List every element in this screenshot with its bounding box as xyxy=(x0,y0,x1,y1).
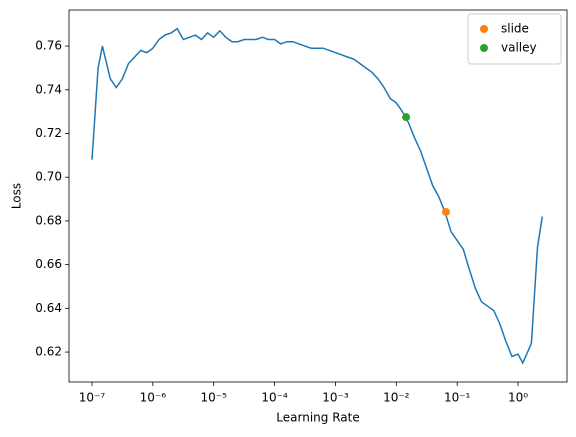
x-tick-label: 10⁻⁵ xyxy=(201,391,228,405)
x-tick-label: 10⁻¹ xyxy=(444,391,471,405)
plot-frame xyxy=(68,9,568,383)
y-tick-label: 0.76 xyxy=(35,39,62,53)
y-tick-label: 0.74 xyxy=(35,82,62,96)
x-tick-label: 10⁰ xyxy=(508,391,528,405)
x-tick-label: 10⁻² xyxy=(383,391,410,405)
x-tick-label: 10⁻⁶ xyxy=(140,391,167,405)
marker xyxy=(402,113,411,122)
legend-marker xyxy=(480,44,488,52)
legend-box xyxy=(467,13,562,65)
legend-label: valley xyxy=(501,41,537,55)
y-axis-label: Loss xyxy=(10,183,24,209)
y-tick-label: 0.62 xyxy=(35,345,62,359)
y-tick-label: 0.66 xyxy=(35,257,62,271)
x-tick-label: 10⁻³ xyxy=(322,391,349,405)
legend-marker xyxy=(480,25,488,33)
marker xyxy=(442,207,451,216)
loss-line xyxy=(91,27,544,365)
x-axis-label: Learning Rate xyxy=(276,411,359,425)
x-tick-label: 10⁻⁷ xyxy=(79,391,106,405)
y-tick-label: 0.64 xyxy=(35,301,62,315)
legend-label: slide xyxy=(501,22,529,36)
x-tick-label: 10⁻⁴ xyxy=(261,391,288,405)
y-tick-label: 0.68 xyxy=(35,213,62,227)
y-tick-label: 0.72 xyxy=(35,126,62,140)
y-tick-label: 0.70 xyxy=(35,170,62,184)
